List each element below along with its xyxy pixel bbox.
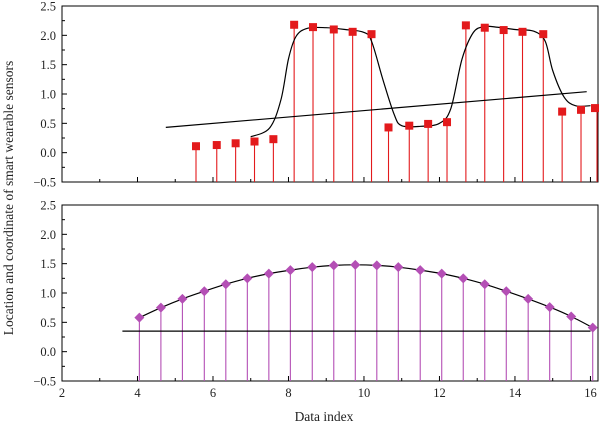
bottom-plot-frame	[61, 204, 599, 382]
top-square-marker	[367, 30, 376, 39]
bottom-diamond-marker	[587, 322, 598, 333]
top-square-marker	[269, 135, 278, 144]
bottom-y-tick-label: 1.5	[40, 257, 56, 271]
bottom-diamond-marker	[371, 260, 382, 271]
top-square-marker	[539, 30, 548, 39]
top-square-marker	[384, 123, 393, 132]
top-y-tick-label: 0.0	[40, 146, 56, 160]
bottom-diamond-marker	[155, 302, 166, 313]
bottom-diamond-marker	[285, 265, 296, 276]
bottom-diamond-marker	[415, 265, 426, 276]
top-square-marker	[309, 23, 318, 32]
top-square-marker	[424, 119, 433, 128]
bottom-diamond-marker	[458, 273, 469, 284]
bottom-diamond-marker	[350, 259, 361, 270]
top-y-tick-label: 2.0	[40, 29, 56, 43]
top-square-marker	[231, 139, 240, 148]
top-square-marker	[499, 26, 508, 35]
bottom-diamond-marker	[242, 273, 253, 284]
top-y-tick-label: 0.5	[40, 117, 56, 131]
bottom-x-tick-label: 10	[358, 386, 371, 400]
bottom-y-tick-label: 0.0	[40, 345, 56, 359]
top-square-marker	[480, 23, 489, 32]
top-square-marker	[443, 118, 452, 127]
bottom-x-tick-label: 6	[210, 386, 216, 400]
bottom-diamond-marker	[199, 286, 210, 297]
bottom-diamond-marker	[544, 302, 555, 313]
top-y-tick-label: 2.5	[40, 0, 56, 14]
bottom-y-tick-label: 0.5	[40, 316, 56, 330]
bottom-diamond-marker	[436, 268, 447, 279]
top-square-marker	[192, 142, 200, 151]
bottom-x-tick-label: 16	[584, 386, 597, 400]
bottom-x-tick-label: 8	[285, 386, 291, 400]
top-smooth-fit-line	[250, 25, 591, 138]
top-square-marker	[461, 21, 470, 30]
top-square-marker	[329, 25, 338, 34]
bottom-panel: −0.5 0.0 0.5 1.0 1.5 2.0 2.5 2 4 6 8 10 12 14 16	[33, 199, 599, 400]
top-linear-fit-line	[165, 91, 587, 128]
bottom-x-tick-label: 12	[433, 386, 446, 400]
top-square-marker	[348, 27, 357, 36]
x-axis-label: Data index	[295, 409, 354, 424]
bottom-x-tick-label: 4	[134, 386, 141, 400]
bottom-x-tick-label: 2	[59, 386, 65, 400]
bottom-diamond-marker	[307, 262, 318, 273]
bottom-y-tick-label: 2.0	[40, 228, 56, 242]
top-panel: −0.5 0.0 0.5 1.0 1.5 2.0 2.5	[33, 0, 599, 190]
top-square-marker	[577, 105, 586, 114]
top-square-marker	[405, 121, 414, 130]
bottom-smooth-fit-line	[139, 264, 593, 329]
bottom-diamond-marker	[501, 286, 512, 297]
bottom-diamond-marker	[566, 311, 577, 322]
top-y-tick-label: 1.5	[40, 58, 56, 72]
top-square-marker	[518, 27, 527, 36]
bottom-diamond-marker	[263, 268, 274, 279]
top-square-marker	[290, 20, 299, 29]
bottom-diamond-marker	[393, 262, 404, 273]
bottom-diamond-marker	[328, 260, 339, 271]
bottom-diamond-marker	[177, 293, 188, 304]
bottom-diamond-marker	[479, 279, 490, 290]
top-square-marker	[558, 107, 567, 116]
bottom-y-tick-label: 2.5	[40, 199, 56, 213]
top-square-marker	[212, 141, 221, 150]
y-axis-label: Location and coordinate of smart wearabl…	[1, 61, 16, 335]
bottom-diamond-marker	[220, 279, 231, 290]
bottom-diamond-marker	[523, 293, 534, 304]
top-square-marker	[250, 137, 259, 146]
top-y-tick-label: 1.0	[40, 88, 56, 102]
bottom-diamond-marker	[134, 312, 145, 323]
bottom-y-tick-label: 1.0	[40, 287, 56, 301]
bottom-y-tick-label: −0.5	[33, 375, 56, 389]
top-y-tick-label: −0.5	[33, 176, 56, 190]
top-square-marker	[591, 104, 599, 113]
bottom-x-tick-label: 14	[509, 386, 522, 400]
